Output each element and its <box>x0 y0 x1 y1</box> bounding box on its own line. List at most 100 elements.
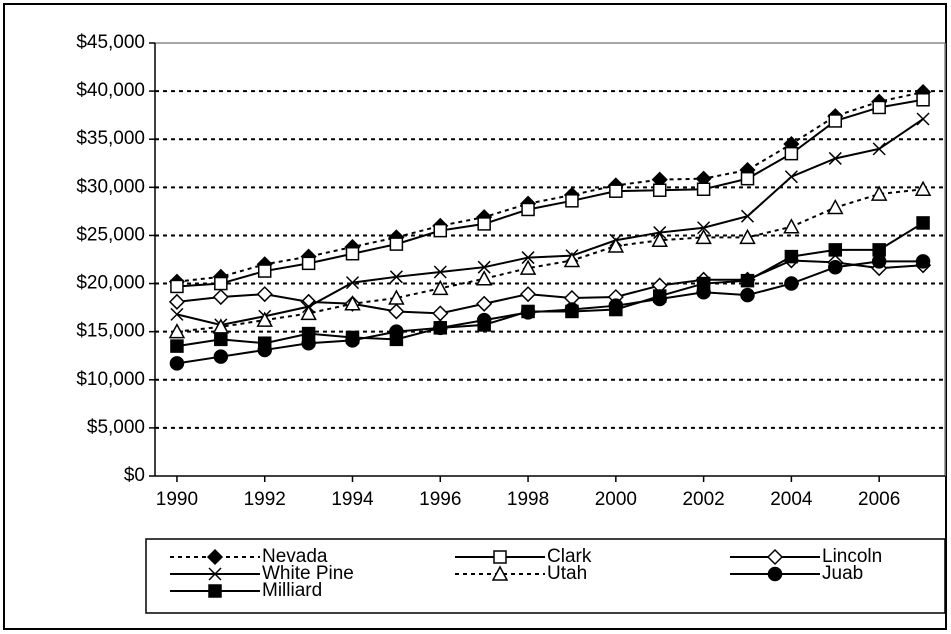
marker <box>784 276 799 291</box>
legend-box <box>145 538 946 614</box>
marker <box>652 289 667 303</box>
x-tick-label: 1996 <box>419 489 461 510</box>
marker <box>916 112 930 126</box>
marker <box>170 339 184 353</box>
marker <box>388 303 405 320</box>
marker <box>915 254 931 269</box>
y-tick-label: $25,000 <box>76 224 145 245</box>
marker <box>828 243 843 257</box>
marker <box>300 304 317 321</box>
legend-marker <box>493 550 507 564</box>
marker <box>257 264 272 278</box>
marker <box>389 332 404 347</box>
legend-marker <box>491 565 509 581</box>
legend-label: White Pine <box>262 563 354 584</box>
chart-border <box>3 3 947 630</box>
marker <box>871 254 887 269</box>
marker <box>477 217 491 231</box>
series-line <box>176 118 924 326</box>
marker <box>607 237 625 253</box>
marker <box>433 265 447 279</box>
y-tick-label: $10,000 <box>76 369 145 390</box>
marker <box>388 289 405 305</box>
marker <box>256 286 273 303</box>
marker <box>432 305 449 322</box>
marker <box>301 326 316 341</box>
legend-label: Milliard <box>262 580 322 601</box>
marker <box>345 276 360 290</box>
marker <box>740 273 755 288</box>
x-tick-label: 2002 <box>682 489 724 510</box>
marker <box>784 170 798 184</box>
marker <box>696 182 711 197</box>
marker <box>521 304 535 319</box>
marker <box>257 336 272 350</box>
x-tick-label: 2004 <box>770 489 813 510</box>
marker <box>168 323 186 339</box>
marker <box>432 279 449 296</box>
marker <box>916 93 930 107</box>
marker <box>563 251 581 268</box>
x-tick-label: 2006 <box>858 489 900 510</box>
marker <box>783 218 800 234</box>
marker <box>609 302 623 317</box>
x-tick-label: 1994 <box>331 489 374 510</box>
marker <box>870 185 888 201</box>
legend-label: Juab <box>822 563 863 584</box>
marker <box>696 276 711 291</box>
marker <box>212 288 229 306</box>
marker <box>170 307 184 321</box>
legend-label: Lincoln <box>822 546 882 567</box>
marker <box>740 287 755 303</box>
marker <box>740 171 755 186</box>
series-line <box>176 98 924 288</box>
x-tick-label: 1992 <box>244 489 286 510</box>
marker <box>433 321 448 335</box>
marker <box>389 270 403 284</box>
marker <box>740 209 755 223</box>
marker <box>214 332 228 347</box>
marker <box>872 100 886 115</box>
series-line <box>176 91 924 283</box>
marker <box>521 202 535 217</box>
marker <box>433 223 448 238</box>
marker <box>213 349 229 364</box>
marker <box>475 270 493 286</box>
marker <box>651 231 668 248</box>
marker <box>477 318 491 332</box>
marker <box>828 151 842 165</box>
y-tick-label: $5,000 <box>87 417 145 438</box>
marker <box>519 286 537 303</box>
legend-marker <box>208 567 222 581</box>
x-tick-label: 1990 <box>156 489 198 510</box>
series-line <box>176 188 924 333</box>
marker <box>477 260 491 274</box>
marker <box>169 356 185 371</box>
marker <box>565 194 579 208</box>
marker <box>695 228 712 245</box>
marker <box>170 279 184 294</box>
marker <box>872 142 886 156</box>
legend-label: Utah <box>547 563 587 584</box>
legend-marker <box>767 566 783 582</box>
marker <box>521 251 535 265</box>
marker <box>214 276 228 291</box>
marker <box>827 198 844 215</box>
marker <box>914 180 932 197</box>
legend-marker <box>208 584 222 598</box>
y-tick-label: $45,000 <box>76 32 145 53</box>
y-tick-label: $20,000 <box>76 273 145 294</box>
marker <box>344 295 361 311</box>
marker <box>784 146 799 161</box>
y-tick-label: $35,000 <box>76 128 145 149</box>
legend-marker <box>766 548 784 566</box>
marker <box>476 295 493 312</box>
marker <box>652 183 667 197</box>
marker <box>301 256 316 271</box>
marker <box>256 311 273 327</box>
marker <box>739 228 756 245</box>
marker <box>345 246 360 261</box>
marker <box>872 243 886 257</box>
marker <box>828 259 843 275</box>
